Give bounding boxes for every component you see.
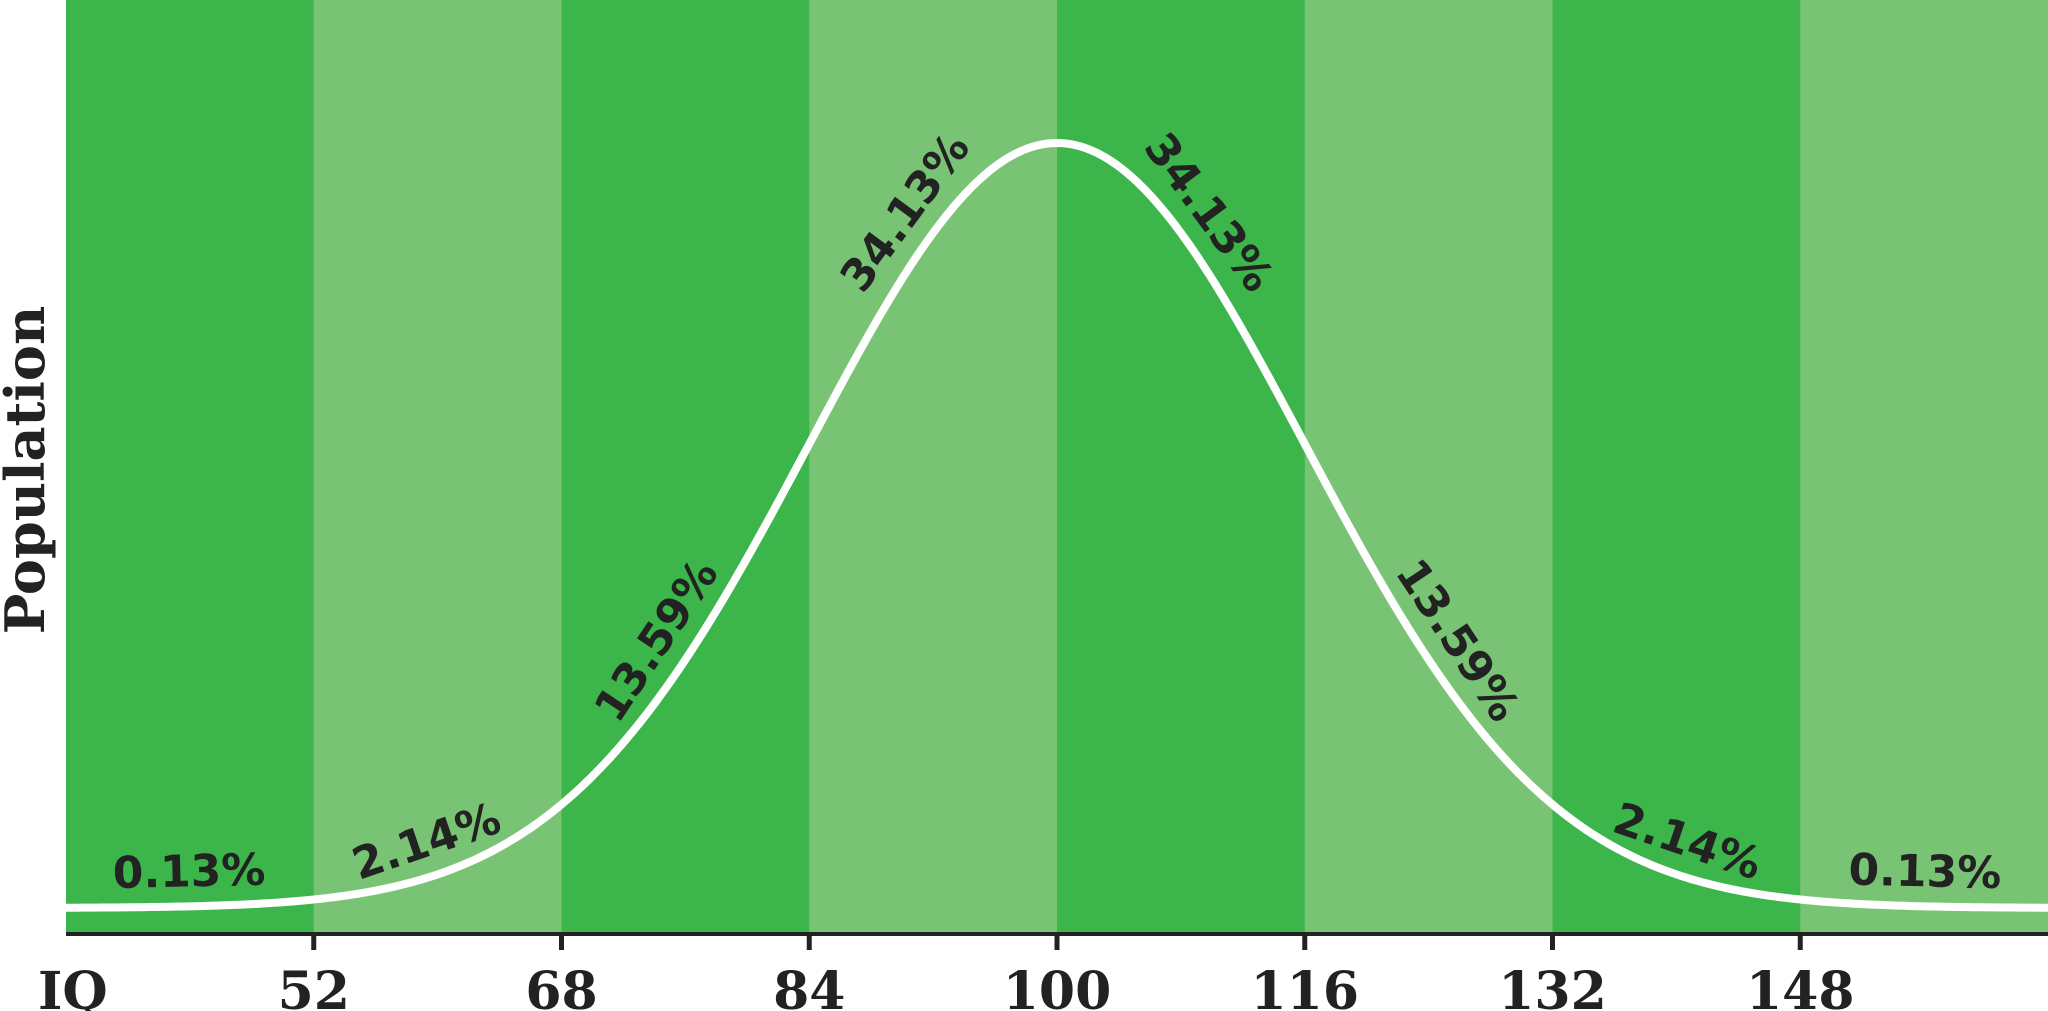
band-6 xyxy=(1304,0,1553,934)
x-tick-label: 52 xyxy=(278,961,350,1011)
band-1 xyxy=(66,0,315,934)
band-2 xyxy=(313,0,562,934)
distribution-curve xyxy=(62,139,2048,912)
x-tick-label: 148 xyxy=(1746,961,1855,1011)
percent-label-1: 0.13% xyxy=(112,845,266,900)
y-axis-label: Population xyxy=(0,306,57,634)
tick-layer: 52 68 84 100 116 132 148 xyxy=(278,934,1855,1011)
percent-label-8: 0.13% xyxy=(1848,845,2002,900)
x-tick-label: 68 xyxy=(525,961,597,1011)
x-axis-label: IQ xyxy=(38,961,108,1011)
band-7 xyxy=(1552,0,1801,934)
x-tick-label: 116 xyxy=(1250,961,1359,1011)
x-tick-label: 100 xyxy=(1003,961,1112,1011)
band-3 xyxy=(561,0,810,934)
x-tick-label: 132 xyxy=(1498,961,1607,1011)
x-tick-label: 84 xyxy=(773,961,845,1011)
band-8 xyxy=(1800,0,2048,934)
